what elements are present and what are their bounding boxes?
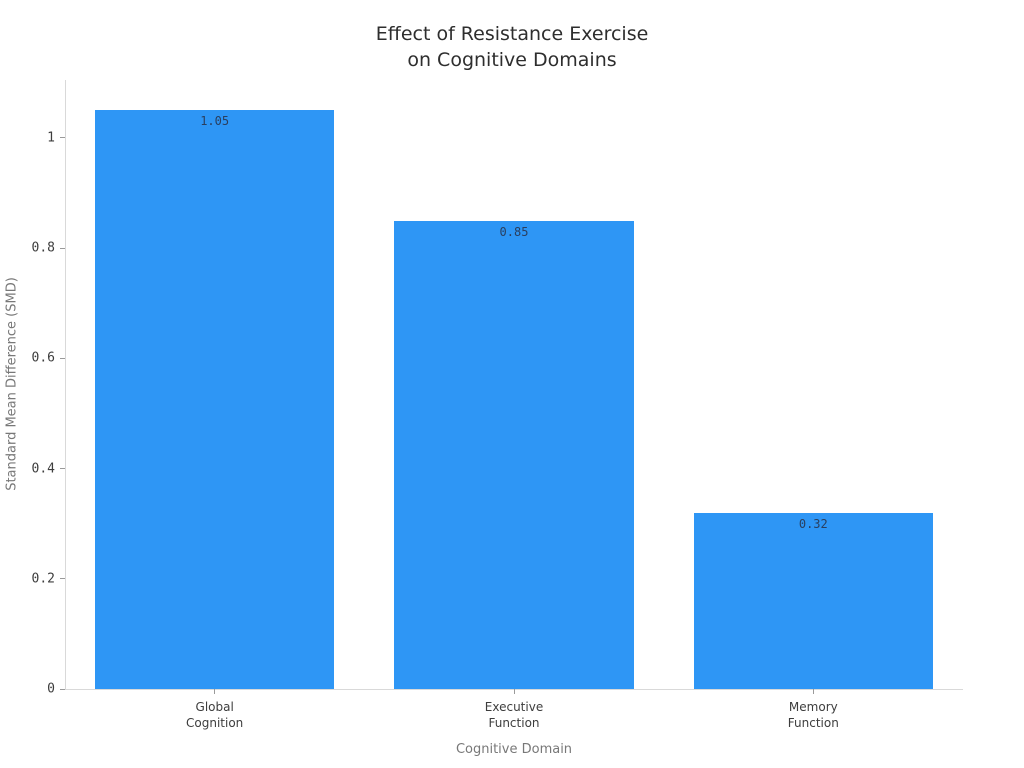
y-axis-title: Standard Mean Difference (SMD)	[4, 277, 20, 491]
y-tick-mark-0.6	[60, 357, 65, 359]
bar-value-label-memory-function: 0.32	[798, 516, 828, 531]
x-tick-label-executive-function-line-2: Function	[488, 716, 540, 730]
bar-value-label-executive-function: 0.85	[499, 224, 529, 239]
x-tick-mark-global-cognition	[214, 689, 216, 694]
y-tick-mark-0.2	[60, 578, 65, 580]
x-tick-label-global-cognition-line-2: Cognition	[186, 716, 244, 730]
x-axis-title: Cognitive Domain	[455, 742, 573, 757]
y-tick-mark-0.8	[60, 247, 65, 249]
x-tick-label-executive-function-line-1: Executive	[484, 700, 544, 714]
y-tick-label-1: 1	[47, 130, 55, 146]
bar-value-label-global-cognition: 1.05	[200, 114, 230, 129]
x-tick-label-global-cognition: Global Cognition	[135, 699, 295, 731]
bar-global-cognition: 1.05	[94, 110, 335, 689]
y-tick-label-0.2: 0.2	[31, 571, 55, 587]
y-tick-label-0.4: 0.4	[31, 461, 55, 477]
x-tick-label-executive-function: Executive Function	[434, 699, 594, 731]
y-tick-mark-0	[60, 688, 65, 690]
x-tick-label-global-cognition-line-1: Global	[195, 700, 234, 714]
bar-executive-function: 0.85	[394, 220, 634, 689]
y-tick-label-0.6: 0.6	[31, 350, 55, 366]
plot-area: 0 0.2 0.4 0.6 0.8 1 1.05 0.85 0.32 Global Cognit…	[32, 80, 963, 730]
x-tick-label-memory-function: Memory Function	[733, 699, 893, 731]
chart-title: Effect of Resistance Exercise on Cogniti…	[0, 21, 1024, 73]
x-tick-mark-memory-function	[812, 689, 814, 694]
x-tick-mark-executive-function	[513, 689, 515, 694]
y-tick-mark-0.4	[60, 468, 65, 470]
y-axis-line	[65, 80, 66, 689]
y-tick-label-0: 0	[47, 681, 55, 697]
x-tick-label-memory-function-line-1: Memory	[788, 700, 838, 714]
chart-title-line-1: Effect of Resistance Exercise	[375, 23, 649, 45]
bar-memory-function: 0.32	[693, 512, 934, 689]
y-tick-mark-1	[60, 137, 65, 139]
y-tick-label-0.8: 0.8	[31, 240, 55, 256]
x-tick-label-memory-function-line-2: Function	[787, 716, 839, 730]
chart-title-line-2: on Cognitive Domains	[407, 49, 617, 71]
